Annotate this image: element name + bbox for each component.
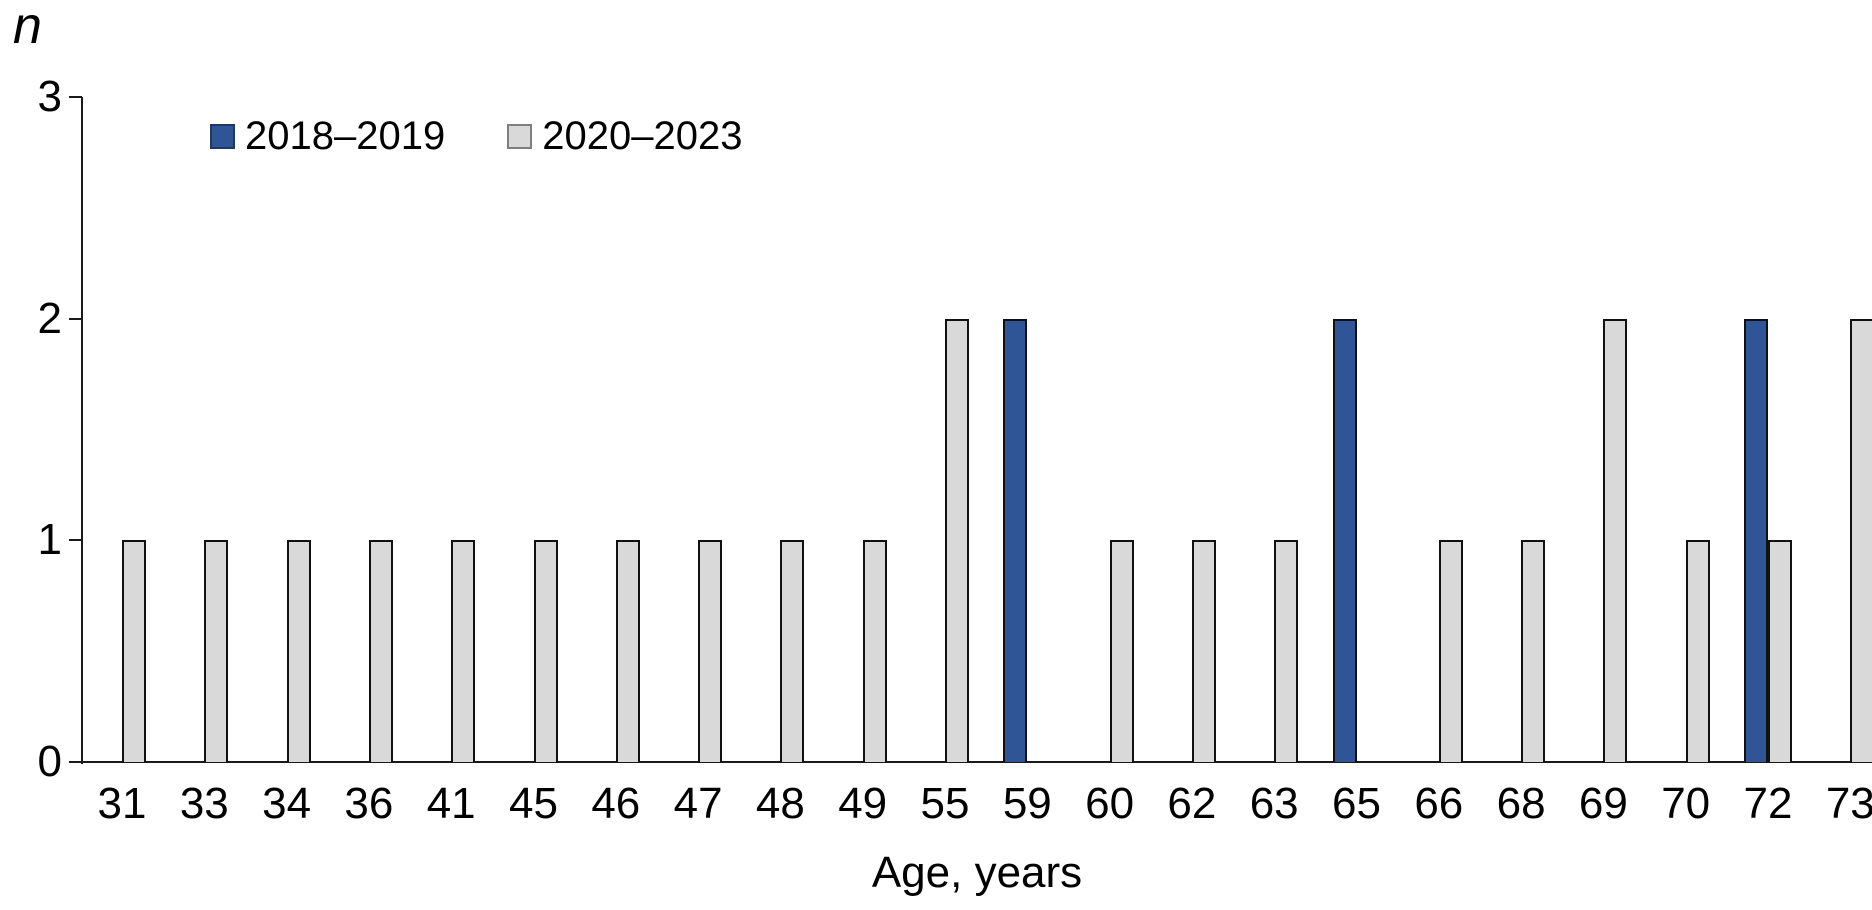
x-tick-label: 70	[1661, 779, 1711, 828]
bar	[368, 540, 393, 762]
bar	[1438, 540, 1463, 762]
bar	[122, 540, 146, 762]
legend-item: 2020–2023	[507, 114, 742, 159]
y-tick-label: 1	[37, 515, 62, 565]
x-tick-label: 46	[591, 779, 641, 828]
legend-item: 2018–2019	[210, 114, 445, 159]
x-tick-label: 72	[1743, 779, 1793, 828]
x-tick-label: 65	[1332, 779, 1381, 828]
x-tick-label: 69	[1578, 779, 1628, 828]
x-tick-label: 34	[262, 779, 312, 828]
y-tick-mark	[69, 539, 82, 542]
x-tick-label: 41	[426, 779, 476, 828]
legend-swatch	[210, 124, 235, 149]
x-axis-line	[81, 761, 1872, 763]
x-tick-label: 68	[1496, 779, 1546, 828]
y-tick-label: 3	[37, 71, 62, 121]
bar	[1850, 318, 1872, 762]
bar	[698, 540, 723, 762]
bar	[533, 540, 558, 762]
y-tick-mark	[69, 317, 82, 320]
x-tick-label: 59	[1002, 779, 1052, 828]
y-axis-title: n	[13, 0, 42, 55]
legend-swatch	[507, 124, 533, 149]
legend: 2018–2019 2020–2023	[210, 114, 742, 159]
y-tick-label: 2	[37, 293, 62, 343]
bar	[1521, 540, 1546, 762]
x-tick-label: 60	[1085, 779, 1135, 828]
bar	[1274, 540, 1299, 762]
bar	[615, 540, 640, 762]
x-tick-label: 73	[1825, 779, 1872, 828]
y-tick-mark	[69, 761, 82, 763]
x-tick-label: 33	[179, 779, 229, 828]
bar	[1603, 318, 1628, 762]
bar	[1768, 540, 1792, 762]
bar	[1685, 540, 1710, 762]
bar	[1109, 540, 1134, 762]
x-tick-label: 49	[838, 779, 888, 828]
legend-label: 2020–2023	[542, 114, 743, 158]
y-tick-label: 0	[37, 737, 62, 786]
bar	[1332, 318, 1357, 762]
x-tick-label: 31	[97, 779, 147, 828]
x-tick-label: 48	[755, 779, 805, 828]
legend-label: 2018–2019	[245, 114, 446, 158]
y-tick-mark	[69, 95, 82, 98]
x-tick-label: 62	[1167, 779, 1217, 828]
bar	[286, 540, 311, 762]
x-tick-label: 63	[1249, 779, 1299, 828]
x-tick-label: 47	[673, 779, 723, 828]
bar	[1003, 318, 1028, 762]
bar	[862, 540, 887, 762]
bar	[1744, 318, 1768, 762]
x-tick-label: 66	[1414, 779, 1464, 828]
bar	[780, 540, 805, 762]
x-tick-label: 36	[344, 779, 394, 828]
x-tick-label: 45	[509, 779, 558, 828]
x-tick-label: 55	[920, 779, 970, 828]
bar	[451, 540, 476, 762]
bar	[945, 318, 969, 762]
bar	[1191, 540, 1216, 762]
bar	[204, 540, 229, 762]
y-axis-line	[81, 97, 83, 764]
x-axis-title: Age, years	[871, 848, 1083, 897]
